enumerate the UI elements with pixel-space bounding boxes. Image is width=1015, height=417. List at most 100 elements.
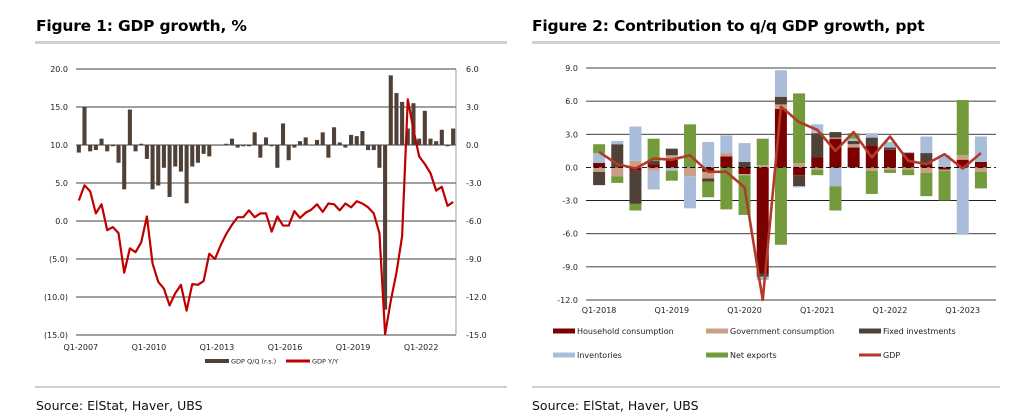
gdp-qq-bar bbox=[400, 101, 405, 145]
contribution-bar-segment bbox=[756, 165, 769, 168]
legend-swatch-fixed-investments bbox=[859, 328, 881, 334]
contribution-bar-segment bbox=[956, 167, 969, 235]
gdp-qq-bar bbox=[122, 145, 127, 190]
contribution-bar-segment bbox=[738, 174, 751, 176]
gdp-qq-bar bbox=[275, 145, 280, 168]
gdp-qq-bar bbox=[224, 143, 229, 145]
gdp-qq-bar bbox=[349, 134, 354, 145]
contribution-bar-segment bbox=[884, 142, 896, 148]
x-axis-tick-label: Q1-2021 bbox=[800, 306, 835, 315]
contribution-bar-segment bbox=[647, 138, 660, 161]
figure1-title-rule bbox=[35, 41, 507, 44]
gdp-qq-bar bbox=[105, 145, 110, 152]
contribution-bar-segment bbox=[611, 167, 624, 177]
contribution-bar-segment bbox=[920, 172, 933, 197]
contribution-bar-segment bbox=[756, 273, 769, 277]
left-axis-tick-label: 20.0 bbox=[50, 65, 68, 74]
gdp-qq-bar bbox=[439, 129, 444, 145]
contribution-bar-segment bbox=[720, 153, 733, 157]
legend-label-gdp-qq: GDP Q/Q (r.s.) bbox=[231, 358, 276, 366]
contribution-bar-segment bbox=[920, 164, 933, 168]
gdp-qq-bar bbox=[383, 145, 388, 310]
gdp-qq-bar bbox=[343, 145, 348, 148]
right-axis-tick-label: -15.0 bbox=[466, 331, 487, 340]
contribution-bar-segment bbox=[865, 133, 878, 138]
contribution-bar-segment bbox=[665, 167, 678, 171]
contribution-bar-segment bbox=[629, 126, 642, 161]
gdp-qq-bar bbox=[235, 145, 240, 148]
contribution-bar-segment bbox=[684, 176, 696, 209]
gdp-qq-bar bbox=[405, 128, 410, 145]
contribution-bar-segment bbox=[611, 176, 624, 183]
right-axis-tick-label: 0.0 bbox=[466, 141, 479, 150]
contribution-bar-segment bbox=[829, 167, 842, 187]
contribution-bar-segment bbox=[774, 70, 787, 97]
gdp-qq-bar bbox=[184, 145, 189, 204]
gdp-qq-bar bbox=[218, 145, 223, 146]
figure2-title: Figure 2: Contribution to q/q GDP growth… bbox=[532, 17, 925, 35]
gdp-qq-bar bbox=[434, 141, 439, 145]
legend-label-net-exports: Net exports bbox=[730, 351, 777, 360]
contribution-bar-segment bbox=[684, 124, 696, 168]
x-axis-tick-label: Q1-2016 bbox=[268, 343, 303, 352]
gdp-qq-bar bbox=[366, 145, 371, 151]
gdp-qq-bar bbox=[229, 138, 235, 145]
contribution-bar-segment bbox=[647, 170, 660, 190]
gdp-qq-bar bbox=[377, 145, 382, 168]
figure1-title: Figure 1: GDP growth, % bbox=[36, 17, 247, 35]
gdp-qq-bar bbox=[82, 107, 87, 145]
contribution-bar-segment bbox=[702, 142, 715, 168]
figure1-source: Source: ElStat, Haver, UBS bbox=[36, 398, 203, 413]
gdp-qq-bar bbox=[309, 145, 314, 146]
contribution-bar-segment bbox=[920, 136, 933, 154]
contribution-bar-segment bbox=[811, 157, 824, 168]
contribution-bar-segment bbox=[629, 170, 642, 204]
gdp-qq-bar bbox=[320, 132, 325, 145]
contribution-bar-segment bbox=[665, 155, 678, 159]
legend-label-gdp-yy: GDP Y/Y bbox=[312, 358, 338, 366]
gdp-qq-bar bbox=[394, 93, 399, 145]
gdp-qq-bar bbox=[371, 145, 376, 151]
figure1-source-rule bbox=[35, 386, 507, 388]
contribution-bar-segment bbox=[756, 276, 769, 281]
left-axis-tick-label: (10.0) bbox=[44, 293, 68, 302]
figure2-source: Source: ElStat, Haver, UBS bbox=[532, 398, 699, 413]
gdp-qq-bar bbox=[76, 145, 81, 153]
gdp-qq-bar bbox=[332, 127, 337, 145]
gdp-qq-bar bbox=[297, 141, 303, 145]
y-axis-tick-label: 0.0 bbox=[565, 163, 578, 172]
legend-label-inventories: Inventories bbox=[577, 351, 622, 360]
contribution-bar-segment bbox=[738, 167, 751, 175]
contribution-bar-segment bbox=[829, 132, 842, 138]
contribution-bar-segment bbox=[665, 170, 678, 181]
gdp-qq-bar bbox=[99, 138, 104, 145]
gdp-qq-bar bbox=[190, 145, 195, 167]
contribution-bar-segment bbox=[829, 137, 842, 139]
legend-label-government-consumption: Government consumption bbox=[730, 327, 834, 336]
gdp-qq-bar bbox=[246, 145, 252, 147]
gdp-qq-bar bbox=[110, 145, 115, 147]
gdp-qq-bar bbox=[241, 145, 246, 147]
x-axis-tick-label: Q1-2022 bbox=[404, 343, 439, 352]
contribution-bar-segment bbox=[793, 186, 806, 188]
contribution-bar-segment bbox=[774, 96, 787, 105]
legend-label-fixed-investments: Fixed investments bbox=[883, 327, 956, 336]
legend-label-gdp: GDP bbox=[883, 351, 900, 360]
contribution-bar-segment bbox=[884, 149, 896, 168]
contribution-bar-segment bbox=[793, 163, 806, 168]
contribution-bar-segment bbox=[793, 93, 806, 164]
x-axis-tick-label: Q1-2020 bbox=[727, 306, 762, 315]
contribution-bar-segment bbox=[720, 135, 733, 154]
gdp-yy-line bbox=[77, 98, 454, 336]
contribution-bar-segment bbox=[974, 167, 987, 172]
right-axis-tick-label: -12.0 bbox=[466, 293, 487, 302]
contribution-bar-segment bbox=[884, 167, 896, 170]
y-axis-tick-label: -12.0 bbox=[557, 296, 578, 305]
left-axis-tick-label: 15.0 bbox=[50, 103, 68, 112]
gdp-qq-bar bbox=[337, 142, 342, 145]
gdp-qq-bar bbox=[201, 145, 206, 154]
contribution-bar-segment bbox=[647, 164, 660, 168]
gdp-qq-bar bbox=[133, 145, 138, 152]
legend-swatch-gdp bbox=[859, 353, 881, 357]
contribution-bar-segment bbox=[702, 167, 715, 172]
